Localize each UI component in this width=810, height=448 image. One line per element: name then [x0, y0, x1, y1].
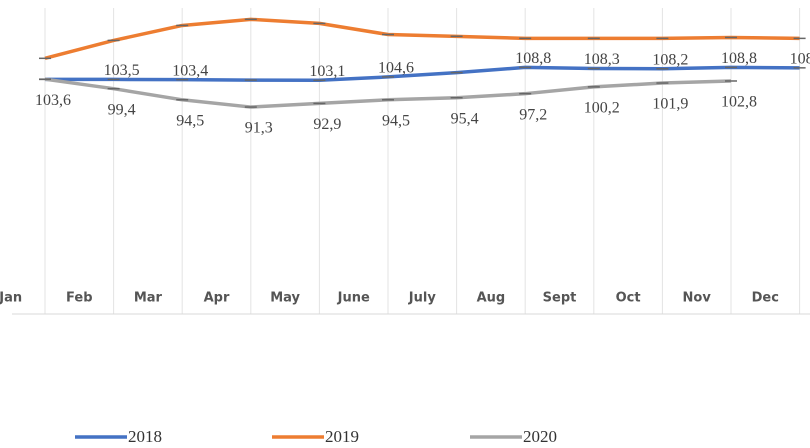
x-tick-label: Jan — [0, 291, 22, 306]
x-tick-label: Dec — [752, 291, 779, 306]
data-label: 95,4 — [451, 110, 479, 127]
legend-label: 2018 — [128, 427, 162, 446]
data-label: 103,6 — [35, 92, 71, 109]
data-label: 94,5 — [382, 112, 410, 129]
data-label: 103,1 — [309, 63, 345, 80]
data-label: 102,8 — [721, 94, 757, 111]
legend-label: 2020 — [523, 427, 557, 446]
x-tick-label: July — [408, 291, 437, 306]
data-label: 100,2 — [584, 100, 620, 117]
data-label: 92,9 — [313, 116, 341, 133]
data-label: 97,2 — [519, 106, 547, 123]
data-label: 94,5 — [176, 112, 204, 129]
data-label: 108,3 — [584, 51, 620, 68]
x-tick-label: Oct — [616, 291, 641, 306]
x-tick-label: June — [337, 291, 370, 306]
data-label: 99,4 — [108, 101, 136, 118]
legend-label: 2019 — [325, 427, 359, 446]
data-label: 108,8 — [721, 50, 757, 67]
x-tick-label: Feb — [66, 291, 92, 306]
x-tick-label: Nov — [683, 291, 712, 306]
data-label: 108,2 — [652, 51, 688, 68]
data-label: 104,6 — [378, 60, 414, 77]
x-tick-label: May — [270, 291, 300, 306]
data-label: 91,3 — [245, 120, 273, 137]
data-label: 108,6 — [790, 51, 810, 68]
series-line — [44, 17, 800, 61]
x-tick-label: Aug — [477, 291, 506, 306]
x-tick-label: Mar — [134, 291, 163, 306]
data-label: 101,9 — [652, 96, 688, 113]
x-tick-label: Apr — [204, 291, 230, 306]
x-tick-label: Sept — [543, 291, 577, 306]
data-label: 108,8 — [515, 50, 551, 67]
data-label: 103,5 — [104, 62, 140, 79]
data-label: 103,4 — [172, 62, 208, 79]
series-line — [45, 65, 800, 83]
